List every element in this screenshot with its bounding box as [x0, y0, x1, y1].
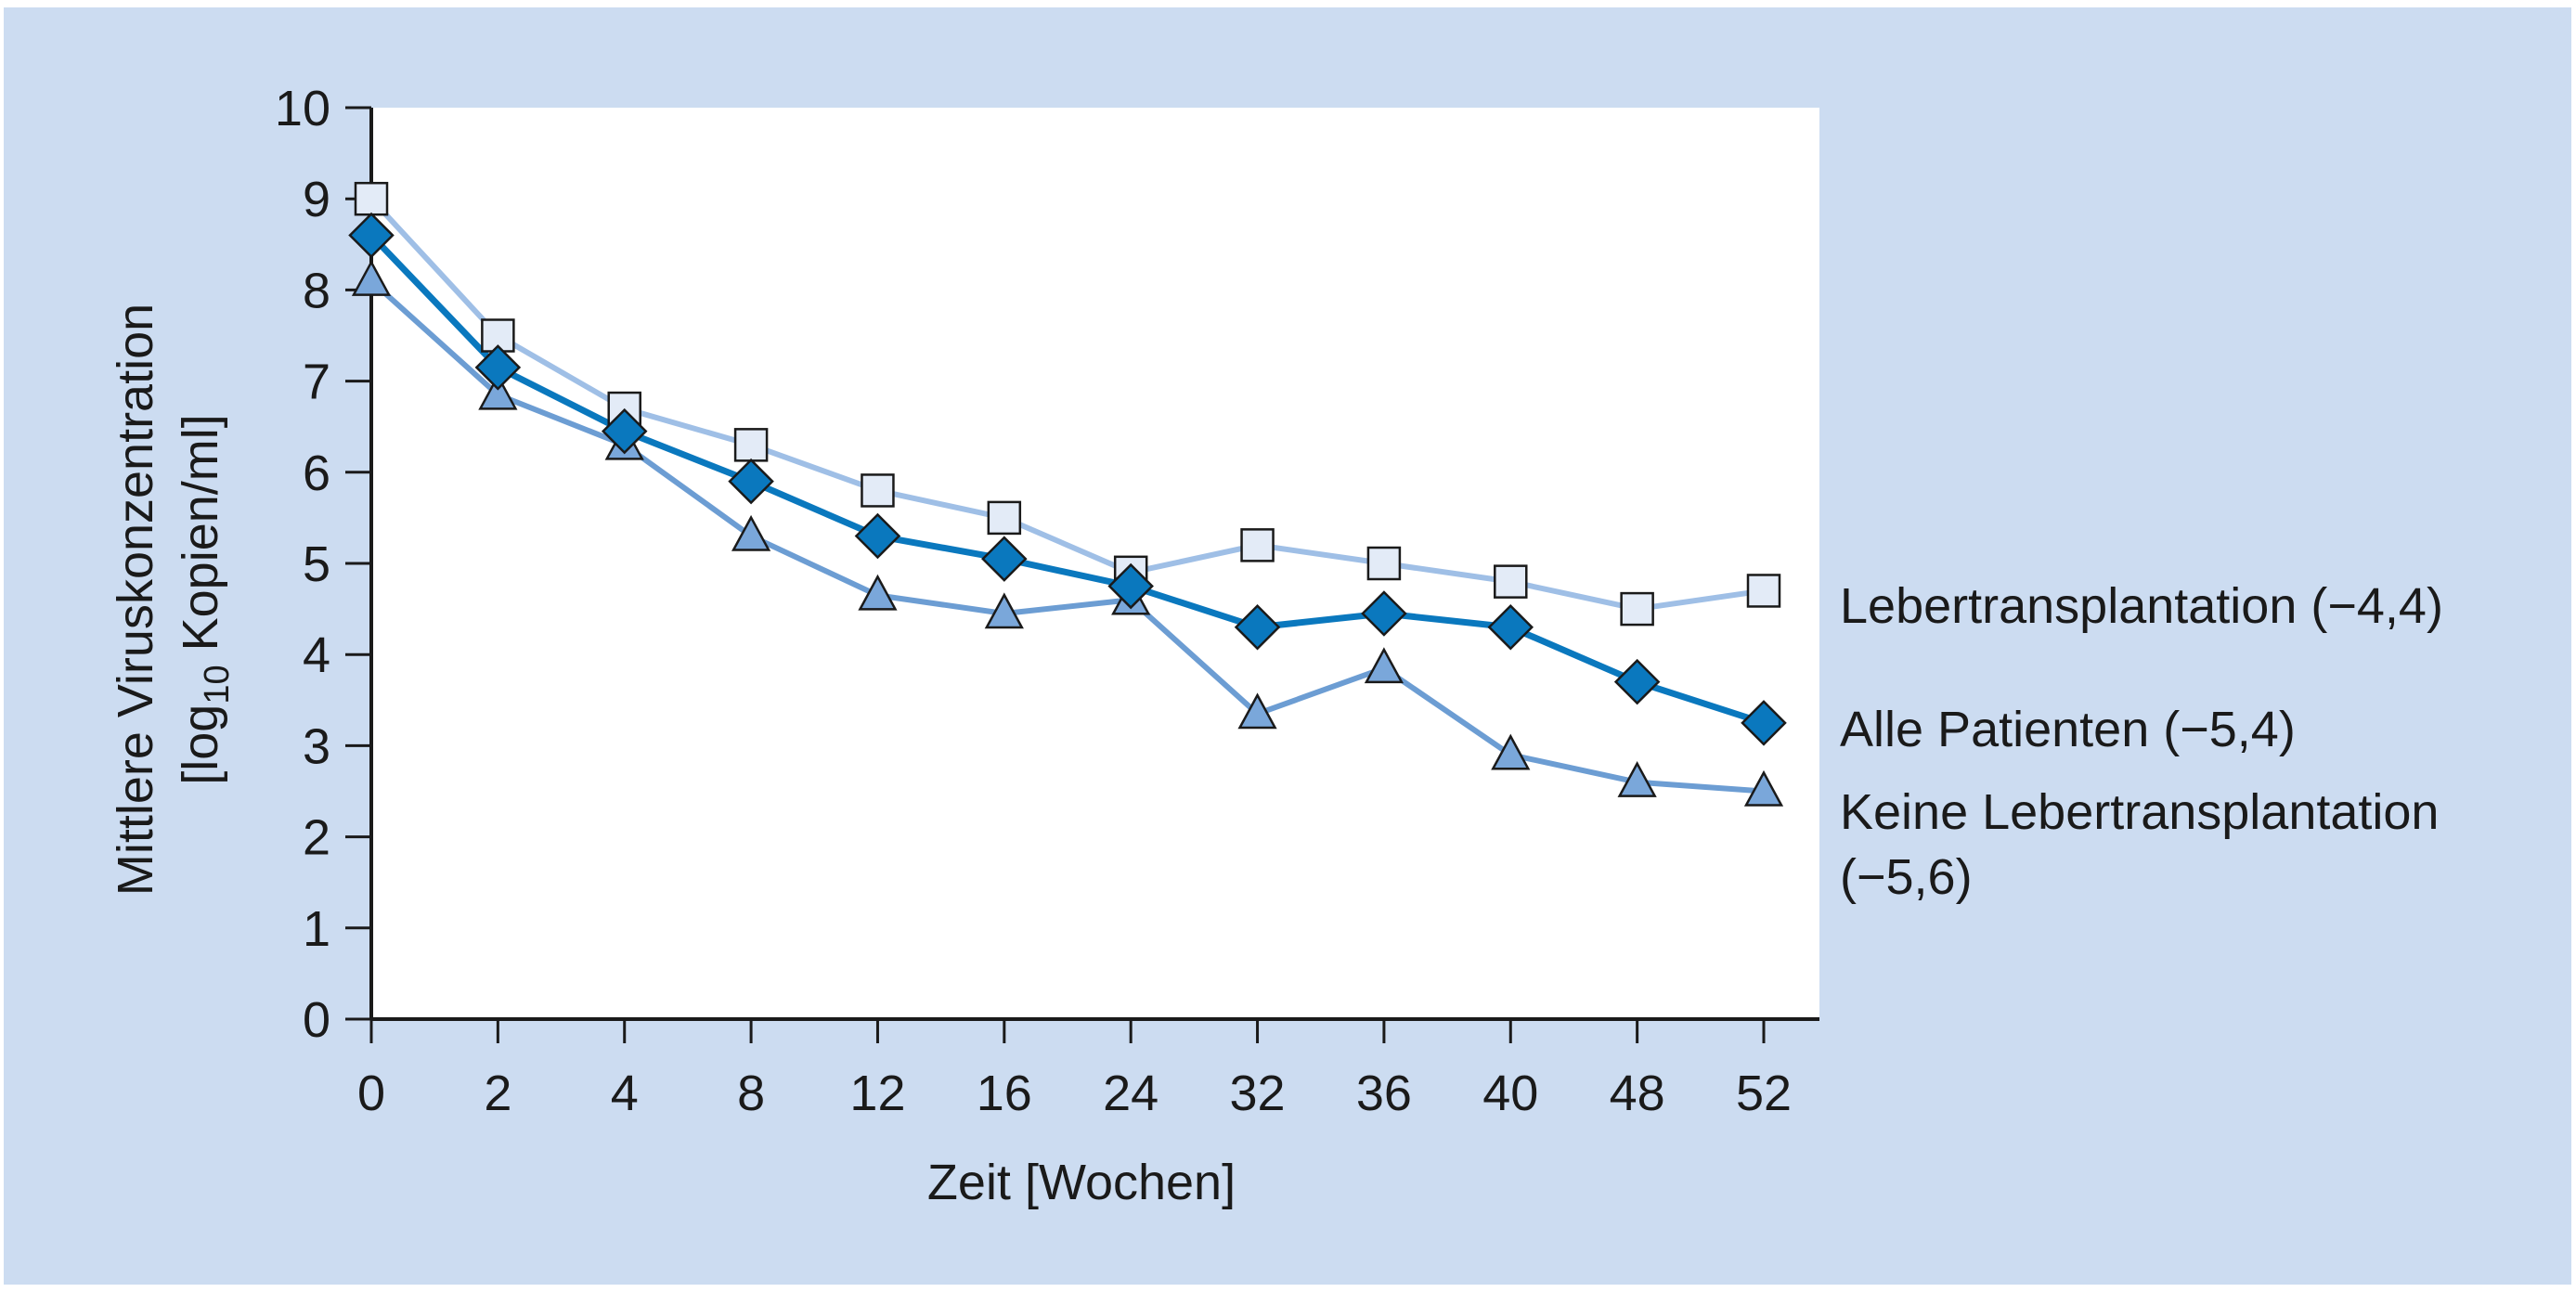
- data-point-diamond: [1487, 603, 1534, 651]
- data-point-diamond: [1613, 658, 1661, 705]
- series-label-alle-patienten: Alle Patienten (−5,4): [1840, 702, 2296, 757]
- y-tick-label: 9: [303, 172, 330, 227]
- series-lines: [369, 197, 1766, 795]
- x-tick-label: 52: [1736, 1066, 1792, 1121]
- y-tick-label: 0: [303, 992, 330, 1048]
- data-point-triangle: [858, 574, 898, 611]
- series-label-keine-lebertransplantation: Keine Lebertransplantation: [1840, 784, 2439, 840]
- data-point-triangle: [1617, 761, 1657, 797]
- data-point-diamond: [981, 536, 1028, 582]
- data-point-triangle: [1364, 647, 1405, 684]
- y-tick-label: 7: [303, 355, 330, 410]
- data-point-diamond: [474, 344, 522, 391]
- y-axis-label-line2: [log10 Kopien/ml]: [173, 414, 237, 785]
- data-point-square: [987, 500, 1022, 536]
- chart-figure: 0 1 2 3 4 5 6 7 8 9 10 0 2 4 8 12 16 24 32 36 40 48 52 Zeit [W…: [4, 7, 2571, 1285]
- x-tick-label: 40: [1482, 1066, 1538, 1121]
- y-tick-label: 3: [303, 718, 330, 774]
- series-line: [369, 233, 1766, 727]
- y-tick-label: 10: [275, 81, 330, 136]
- data-point-square: [354, 181, 389, 216]
- data-point-diamond: [1107, 562, 1154, 610]
- x-tick-label: 8: [737, 1066, 765, 1121]
- y-axis-label-line1: Mittlere Viruskonzentration: [108, 304, 163, 896]
- data-point-square: [1494, 564, 1528, 599]
- data-point-diamond: [728, 458, 774, 505]
- x-tick-label: 24: [1103, 1066, 1159, 1121]
- data-point-diamond: [601, 407, 648, 455]
- x-tick-label: 32: [1230, 1066, 1286, 1121]
- series-line: [369, 197, 1765, 613]
- x-tick-label: 36: [1356, 1066, 1412, 1121]
- y-tick-label: 4: [303, 627, 330, 683]
- data-point-square: [733, 428, 769, 462]
- data-point-diamond: [854, 512, 901, 560]
- x-tick-label: 2: [484, 1066, 511, 1121]
- data-point-triangle: [1491, 733, 1531, 770]
- y-tick-label: 1: [303, 901, 330, 957]
- data-point-triangle: [351, 259, 392, 296]
- x-tick-label: 12: [849, 1066, 905, 1121]
- data-point-triangle: [731, 514, 771, 551]
- data-point-square: [1620, 591, 1654, 627]
- series-label-lebertransplantation: Lebertransplantation (−4,4): [1840, 578, 2443, 634]
- x-tick-label: 4: [611, 1066, 639, 1121]
- data-point-triangle: [1743, 769, 1784, 807]
- data-point-diamond: [1361, 590, 1407, 637]
- series-markers: [348, 181, 1787, 807]
- y-tick-label: 2: [303, 810, 330, 866]
- x-tick-label: 0: [357, 1066, 385, 1121]
- y-tick-label: 6: [303, 446, 330, 501]
- data-point-triangle: [478, 373, 518, 410]
- x-tick-label: 48: [1610, 1066, 1665, 1121]
- x-tick-label: 16: [977, 1066, 1032, 1121]
- axes: [345, 106, 1819, 1043]
- y-tick-label: 5: [303, 536, 330, 592]
- data-point-diamond: [1234, 603, 1281, 651]
- x-axis-label: Zeit [Wochen]: [927, 1155, 1236, 1210]
- plot-area: [371, 108, 1819, 1019]
- data-point-diamond: [1741, 700, 1787, 746]
- y-axis-label: Mittlere Viruskonzentration [log10 Kopie…: [108, 304, 237, 896]
- series-line: [369, 278, 1765, 795]
- y-tick-label: 8: [303, 263, 330, 318]
- series-label-keine-lebertransplantation-line2: (−5,6): [1840, 849, 1973, 905]
- data-point-square: [1366, 546, 1402, 581]
- data-point-diamond: [348, 212, 395, 259]
- data-point-square: [861, 473, 895, 508]
- data-point-square: [1746, 574, 1781, 608]
- data-point-square: [1240, 528, 1275, 562]
- data-point-triangle: [984, 592, 1024, 629]
- data-point-triangle: [1237, 692, 1277, 730]
